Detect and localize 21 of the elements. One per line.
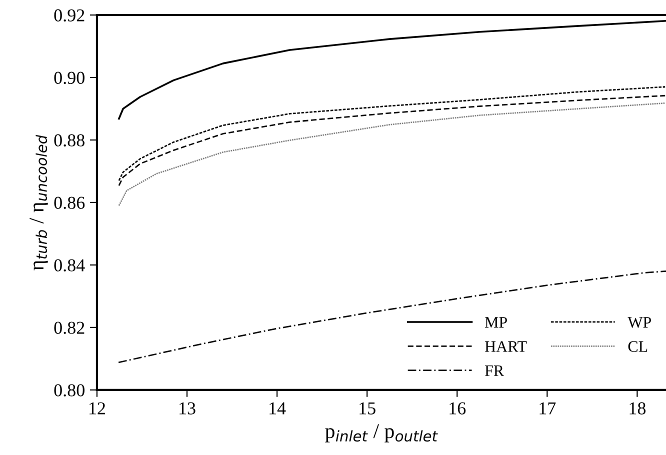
y-tick-label: 0.84: [54, 259, 85, 272]
x-tick-label: 14: [270, 402, 286, 414]
x-tick-label: 12: [90, 402, 105, 414]
legend-label: HART: [484, 341, 527, 352]
legend-label: FR: [484, 365, 504, 376]
y-axis-title: η$_{turb}$ / η$_{uncooled}$: [30, 134, 48, 270]
y-tick-label: 0.82: [54, 322, 84, 334]
x-tick-label: 16: [450, 402, 466, 414]
x-tick-label: 15: [360, 402, 376, 414]
legend-label: CL: [628, 341, 648, 352]
x-tick-label: 18: [630, 402, 646, 414]
y-tick-label: 0.88: [54, 134, 84, 147]
x-tick-label: 17: [540, 402, 556, 414]
x-tick-label: 13: [180, 402, 196, 414]
y-tick-label: 0.90: [54, 72, 84, 84]
y-tick-label: 0.80: [54, 384, 84, 396]
legend-label: WP: [628, 317, 651, 328]
x-axis-title: p$_{inlet}$ / p$_{outlet}$: [325, 424, 438, 442]
y-tick-label: 0.92: [54, 9, 84, 22]
y-tick-label: 0.86: [54, 196, 85, 209]
legend-label: MP: [484, 317, 507, 328]
